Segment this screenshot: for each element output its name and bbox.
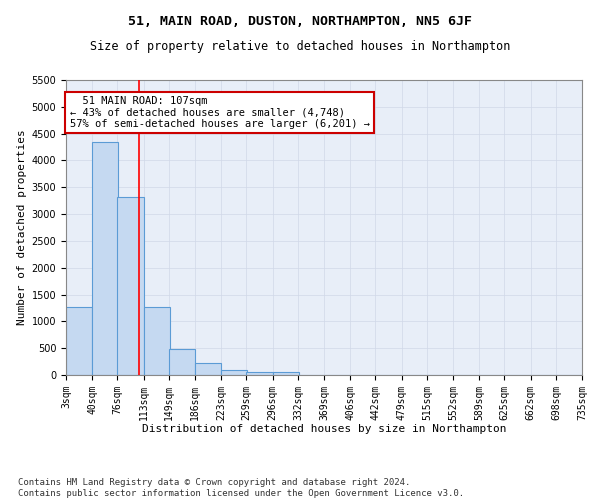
- Bar: [118, 198, 143, 375]
- Bar: [169, 348, 195, 375]
- Text: Size of property relative to detached houses in Northampton: Size of property relative to detached ho…: [90, 40, 510, 53]
- Text: Contains HM Land Registry data © Crown copyright and database right 2024.
Contai: Contains HM Land Registry data © Crown c…: [18, 478, 464, 498]
- Bar: [195, 364, 221, 375]
- Text: 51 MAIN ROAD: 107sqm
← 43% of detached houses are smaller (4,748)
57% of semi-de: 51 MAIN ROAD: 107sqm ← 43% of detached h…: [70, 96, 370, 130]
- Bar: [221, 370, 247, 375]
- Bar: [92, 142, 118, 375]
- Bar: [143, 308, 170, 375]
- Bar: [272, 372, 299, 375]
- Text: 51, MAIN ROAD, DUSTON, NORTHAMPTON, NN5 6JF: 51, MAIN ROAD, DUSTON, NORTHAMPTON, NN5 …: [128, 15, 472, 28]
- Y-axis label: Number of detached properties: Number of detached properties: [17, 130, 28, 326]
- X-axis label: Distribution of detached houses by size in Northampton: Distribution of detached houses by size …: [142, 424, 506, 434]
- Bar: [66, 308, 92, 375]
- Bar: [247, 372, 272, 375]
